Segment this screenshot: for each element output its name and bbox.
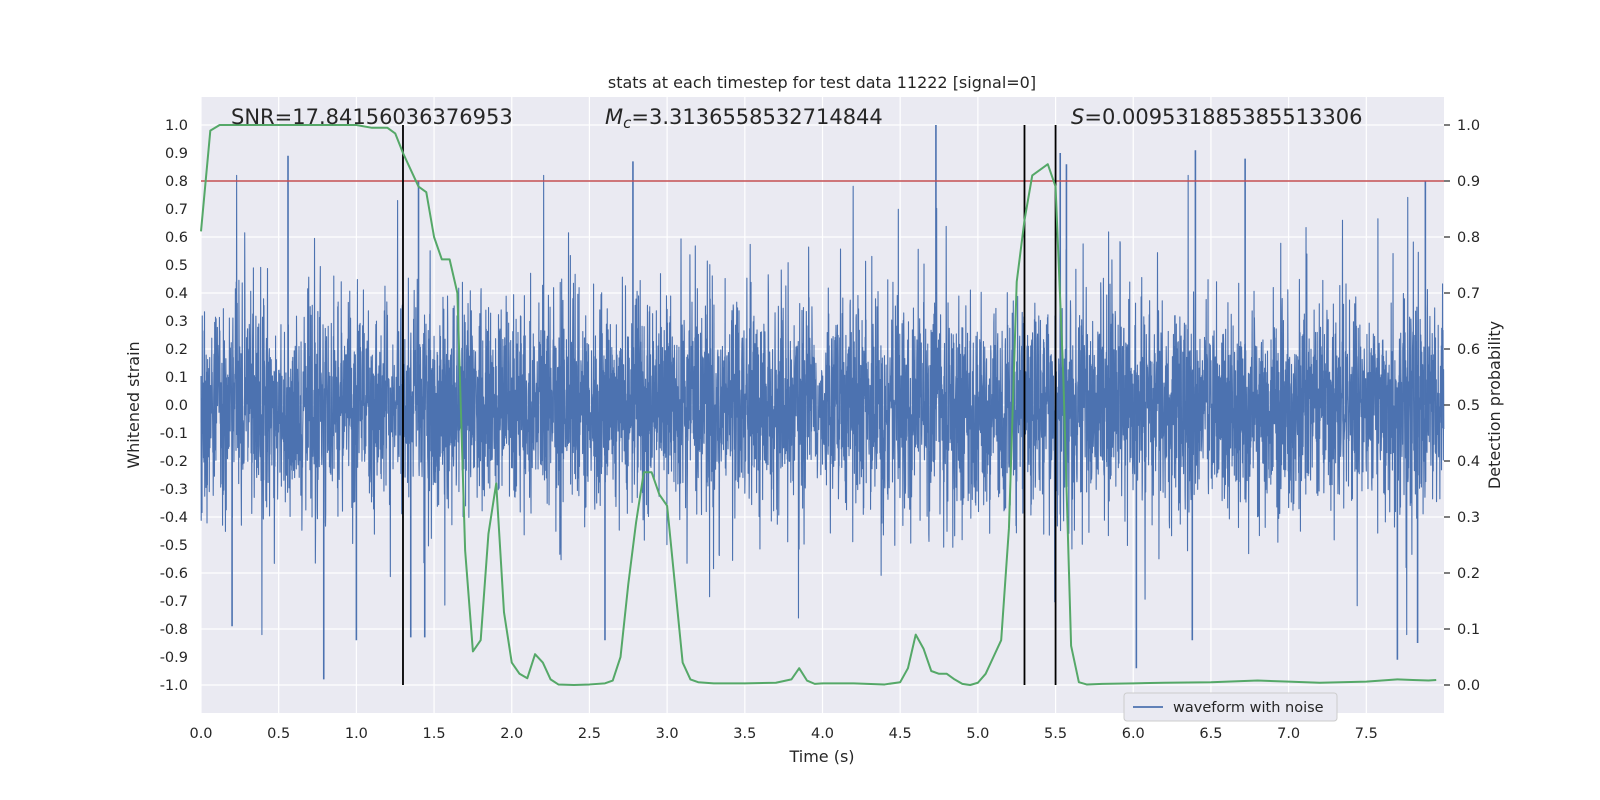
y2-tick-labels: 1.0 0.9 0.8 0.7 0.6 0.5 0.4 0.3 0.2 0.1 0.0: [1444, 118, 1480, 694]
x-tick-label: 1.5: [423, 726, 446, 742]
x-tick-label: 1.0: [345, 726, 368, 742]
x-tick-label: 6.0: [1122, 726, 1145, 742]
legend-box: [1123, 692, 1338, 722]
legend: waveform with noise: [1123, 692, 1338, 722]
y-tick-label: 0.9: [165, 146, 188, 162]
chirp-mass-subscript: c: [623, 114, 632, 132]
y-tick-label: 0.4: [165, 286, 188, 302]
y-tick-label: 1.0: [165, 118, 188, 134]
y-tick-label: -0.4: [160, 510, 188, 526]
x-tick-label: 6.5: [1199, 726, 1222, 742]
x-tick-label: 2.0: [500, 726, 523, 742]
chart-title: stats at each timestep for test data 112…: [608, 73, 1036, 92]
x-tick-label: 7.0: [1277, 726, 1300, 742]
x-tick-label: 5.5: [1044, 726, 1067, 742]
y-tick-label: 0.6: [165, 230, 188, 246]
s-value: =0.009531885385513306: [1084, 105, 1362, 129]
y2-tick-label: 0.2: [1457, 566, 1480, 582]
y-tick-label: 0.8: [165, 174, 188, 190]
y2-tick-label: 0.5: [1457, 398, 1480, 414]
y2-axis-label: Detection probability: [1485, 321, 1504, 489]
x-tick-label: 2.5: [578, 726, 601, 742]
y-tick-label: -0.3: [160, 482, 188, 498]
y-tick-label: -0.7: [160, 594, 188, 610]
y-tick-labels: 1.0 0.9 0.8 0.7 0.6 0.5 0.4 0.3 0.2 0.1 0.0 -0.1 -0.…: [160, 118, 188, 694]
waveform-noise: [200, 174, 1445, 636]
y-tick-label: -0.2: [160, 454, 188, 470]
y-tick-label: -0.9: [160, 650, 188, 666]
x-tick-label: 0.5: [267, 726, 290, 742]
x-tick-label: 7.5: [1355, 726, 1378, 742]
y-tick-label: -0.1: [160, 426, 188, 442]
s-annotation: S=0.009531885385513306: [1071, 105, 1362, 129]
y2-tick-label: 1.0: [1457, 118, 1480, 134]
snr-annotation: SNR=17.84156036376953: [231, 105, 513, 129]
y2-tick-label: 0.6: [1457, 342, 1480, 358]
legend-label: waveform with noise: [1173, 700, 1324, 716]
x-tick-label: 4.0: [811, 726, 834, 742]
y-tick-label: -0.5: [160, 538, 188, 554]
y2-tick-label: 0.8: [1457, 230, 1480, 246]
y-tick-label: 0.2: [165, 342, 188, 358]
x-tick-label: 0.0: [189, 726, 212, 742]
x-axis-label: Time (s): [788, 747, 854, 766]
detection-probability-line: [200, 124, 1437, 686]
x-tick-label: 5.0: [966, 726, 989, 742]
chirp-mass-symbol: M: [605, 105, 623, 129]
chirp-mass-value: =3.3136558532714844: [631, 105, 882, 129]
y2-tick-label: 0.1: [1457, 622, 1480, 638]
y2-tick-label: 0.7: [1457, 286, 1480, 302]
s-symbol: S: [1071, 105, 1084, 129]
y-tick-label: 0.0: [165, 398, 188, 414]
x-tick-labels: 0.0 0.5 1.0 1.5 2.0 2.5 3.0 3.5 4.0 4.5 5.0 5.5 6.0 6…: [189, 726, 1377, 742]
x-tick-label: 3.5: [733, 726, 756, 742]
y2-tick-label: 0.3: [1457, 510, 1480, 526]
y2-tick-label: 0.4: [1457, 454, 1480, 470]
y2-tick-label: 0.0: [1457, 678, 1480, 694]
y2-tick-label: 0.9: [1457, 174, 1480, 190]
y-tick-label: 0.1: [165, 370, 188, 386]
x-tick-label: 4.5: [889, 726, 912, 742]
y-tick-label: 0.7: [165, 202, 188, 218]
chirp-mass-annotation: Mc=3.3136558532714844: [605, 105, 883, 132]
y-tick-label: -0.8: [160, 622, 188, 638]
x-tick-label: 3.0: [656, 726, 679, 742]
y-axis-label: Whitened strain: [124, 341, 143, 468]
y-tick-label: -1.0: [160, 678, 188, 694]
y-tick-label: 0.3: [165, 314, 188, 330]
y-tick-label: -0.6: [160, 566, 188, 582]
waveform-series: [200, 125, 1445, 680]
y-tick-label: 0.5: [165, 258, 188, 274]
